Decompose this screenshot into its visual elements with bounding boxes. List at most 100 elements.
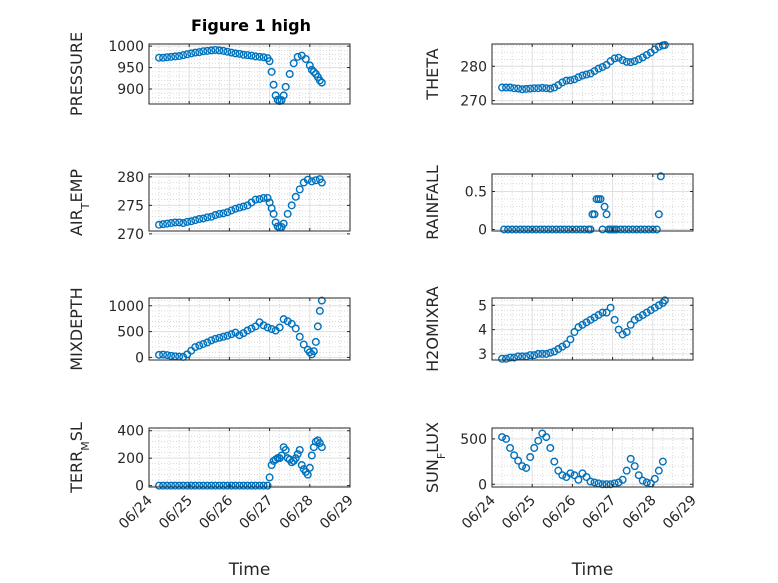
data-point	[506, 443, 515, 452]
data-point	[243, 481, 252, 490]
y-tick-label: 900	[117, 82, 144, 98]
data-point	[574, 475, 583, 484]
data-point	[305, 61, 314, 70]
data-point	[642, 308, 651, 317]
x-tick-label: 06/24	[459, 492, 499, 532]
data-point	[303, 470, 312, 479]
data-point	[303, 175, 312, 184]
data-point	[315, 76, 324, 85]
x-tick-label: 06/28	[620, 493, 660, 533]
data-point	[263, 481, 272, 490]
data-point	[291, 454, 300, 463]
x-tick-label: 06/29	[317, 493, 357, 533]
axes-box	[491, 297, 694, 361]
data-point	[558, 471, 567, 480]
data-point	[656, 172, 665, 181]
data-point	[498, 354, 507, 363]
data-point	[309, 347, 318, 356]
y-tick-label: 5	[478, 298, 487, 314]
data-point	[223, 208, 232, 217]
data-point	[215, 46, 224, 55]
data-point	[191, 48, 200, 57]
data-point	[203, 338, 212, 347]
x-tick-label: 06/28	[277, 493, 317, 533]
data-point	[540, 225, 549, 234]
data-point	[243, 51, 252, 60]
data-point	[562, 76, 571, 85]
data-series	[155, 436, 326, 490]
data-point	[175, 218, 184, 227]
data-point	[624, 225, 633, 234]
data-point	[606, 303, 615, 312]
data-point	[502, 434, 511, 443]
data-point	[179, 481, 188, 490]
data-point	[235, 481, 244, 490]
data-point	[313, 322, 322, 331]
axes-box	[148, 297, 351, 361]
data-point	[275, 323, 284, 332]
data-point	[267, 461, 276, 470]
data-point	[546, 84, 555, 93]
data-point	[530, 351, 539, 360]
x-axis-label: Time	[571, 560, 614, 580]
data-point	[239, 50, 248, 59]
x-tick-label: 06/24	[116, 492, 156, 532]
data-point	[626, 58, 635, 67]
data-point	[550, 83, 559, 92]
data-point	[267, 325, 276, 334]
data-series	[498, 429, 667, 489]
y-tick-label: 950	[117, 61, 144, 77]
data-point	[211, 211, 220, 220]
data-point	[590, 478, 599, 487]
ylabel: AIRTEMP	[67, 169, 92, 236]
data-point	[199, 481, 208, 490]
data-point	[640, 225, 649, 234]
data-point	[568, 225, 577, 234]
data-point	[195, 48, 204, 57]
data-point	[271, 218, 280, 227]
axes-box	[491, 43, 694, 105]
data-point	[207, 336, 216, 345]
x-tick-label: 06/25	[499, 493, 539, 533]
data-point	[558, 342, 567, 351]
data-point	[195, 215, 204, 224]
data-point	[191, 481, 200, 490]
data-point	[510, 84, 519, 93]
data-point	[648, 225, 657, 234]
data-point	[171, 52, 180, 61]
data-point	[650, 303, 659, 312]
data-point	[247, 324, 256, 333]
data-point	[638, 476, 647, 485]
data-point	[504, 225, 513, 234]
data-point	[293, 52, 302, 61]
data-point	[163, 351, 172, 360]
data-point	[542, 84, 551, 93]
data-point	[634, 471, 643, 480]
data-point	[307, 65, 316, 74]
subplot-rainfall: 0 0.5 RAINFALL	[423, 165, 694, 240]
data-point	[215, 209, 224, 218]
data-point	[211, 334, 220, 343]
data-point	[199, 214, 208, 223]
data-point	[281, 82, 290, 91]
data-point	[167, 351, 176, 360]
data-point	[251, 195, 260, 204]
data-point	[155, 350, 164, 359]
data-point	[554, 345, 563, 354]
data-point	[550, 457, 559, 466]
subplot-theta: 270 280 THETA	[423, 41, 694, 110]
ylabel: TERRMSL	[67, 422, 92, 494]
axes-box	[148, 427, 351, 488]
axes-background	[149, 428, 350, 487]
data-point	[155, 220, 164, 229]
data-point	[265, 473, 274, 482]
data-point	[305, 463, 314, 472]
data-point	[630, 57, 639, 66]
data-point	[219, 332, 228, 341]
data-point	[576, 225, 585, 234]
data-point	[598, 308, 607, 317]
data-point	[167, 219, 176, 228]
data-point	[598, 480, 607, 489]
data-point	[317, 178, 326, 187]
data-point	[155, 53, 164, 62]
